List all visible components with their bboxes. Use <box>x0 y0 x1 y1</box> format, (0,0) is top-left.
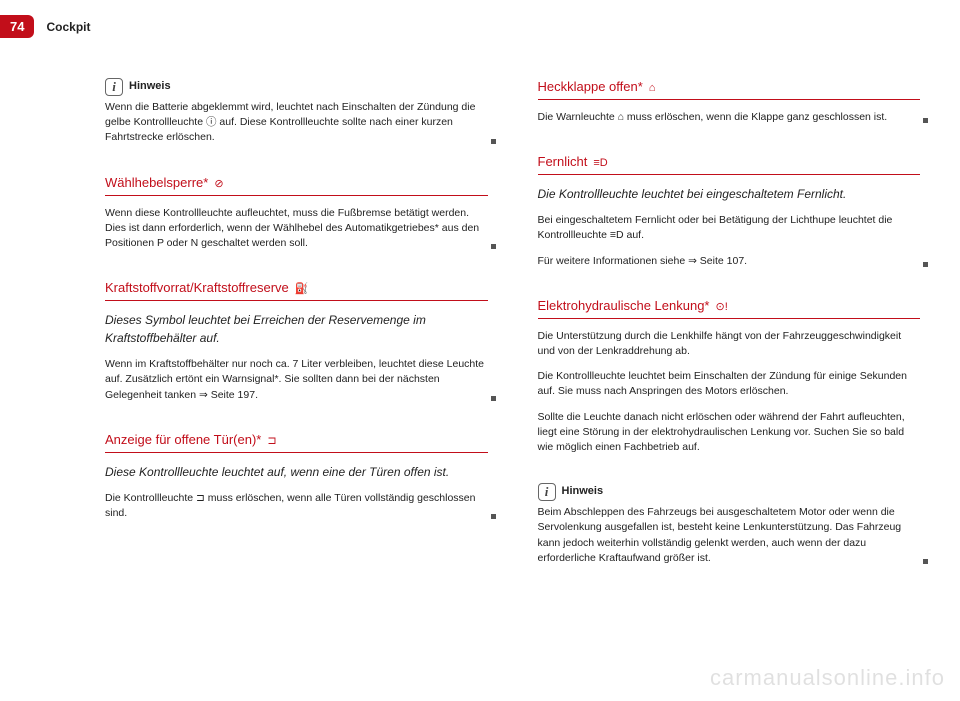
watermark: carmanualsonline.info <box>710 665 945 691</box>
section-subtitle: Diese Kontrollleuchte leuchtet auf, wenn… <box>105 463 488 481</box>
kraftstoff-section: Kraftstoffvorrat/Kraftstoffreserve ⛽ Die… <box>105 279 488 403</box>
section-body: Wenn diese Kontrollleuchte aufleuchtet, … <box>105 206 488 252</box>
hinweis-body: Wenn die Batterie abgeklemmt wird, leuch… <box>105 100 488 146</box>
hinweis-title: i Hinweis <box>538 483 921 501</box>
section-title: Fernlicht ≡D <box>538 153 921 175</box>
title-text: Heckklappe offen* <box>538 78 643 97</box>
section-end-icon <box>491 244 496 249</box>
section-title: Anzeige für offene Tür(en)* ⊐ <box>105 431 488 453</box>
breadcrumb: Cockpit <box>46 20 90 34</box>
hinweis-title: i Hinweis <box>105 78 488 96</box>
info-icon: i <box>538 483 556 501</box>
hinweis-body: Beim Abschleppen des Fahrzeugs bei ausge… <box>538 505 921 566</box>
section-title: Elektrohydraulische Lenkung* ⊙! <box>538 297 921 319</box>
page-header: 74 Cockpit <box>0 15 920 38</box>
section-title: Wählhebelsperre* ⊘ <box>105 174 488 196</box>
title-text: Anzeige für offene Tür(en)* <box>105 431 261 450</box>
section-body3: Sollte die Leuchte danach nicht erlösche… <box>538 410 921 456</box>
left-column: i Hinweis Wenn die Batterie abgeklemmt w… <box>105 78 488 594</box>
steering-icon: ⊙! <box>716 300 728 316</box>
section-body: Die Kontrollleuchte ⊐ muss erlöschen, we… <box>105 491 488 521</box>
waehlhebelsperre-section: Wählhebelsperre* ⊘ Wenn diese Kontrollle… <box>105 174 488 252</box>
section-end-icon <box>923 118 928 123</box>
right-column: Heckklappe offen* ⌂ Die Warnleuchte ⌂ mu… <box>538 78 921 594</box>
section-subtitle: Dieses Symbol leuchtet bei Erreichen der… <box>105 311 488 347</box>
info-icon: i <box>105 78 123 96</box>
brake-icon: ⊘ <box>214 177 223 193</box>
section-title: Heckklappe offen* ⌂ <box>538 78 921 100</box>
section-body: Bei eingeschaltetem Fernlicht oder bei B… <box>538 213 921 243</box>
tueren-section: Anzeige für offene Tür(en)* ⊐ Diese Kont… <box>105 431 488 521</box>
section-body2: Die Kontrollleuchte leuchtet beim Einsch… <box>538 369 921 399</box>
section-body: Die Unterstützung durch die Lenkhilfe hä… <box>538 329 921 359</box>
section-body: Die Warnleuchte ⌂ muss erlöschen, wenn d… <box>538 110 921 125</box>
section-body2: Für weitere Informationen siehe ⇒ Seite … <box>538 254 921 269</box>
hinweis-label: Hinweis <box>562 484 604 500</box>
title-text: Wählhebelsperre* <box>105 174 208 193</box>
section-subtitle: Die Kontrollleuchte leuchtet bei eingesc… <box>538 185 921 203</box>
page: 74 Cockpit i Hinweis Wenn die Batterie a… <box>0 15 960 594</box>
heckklappe-section: Heckklappe offen* ⌂ Die Warnleuchte ⌂ mu… <box>538 78 921 125</box>
section-end-icon <box>491 139 496 144</box>
fuel-icon: ⛽ <box>295 282 309 298</box>
page-number: 74 <box>0 15 34 38</box>
lenkung-section: Elektrohydraulische Lenkung* ⊙! Die Unte… <box>538 297 921 455</box>
section-end-icon <box>491 396 496 401</box>
highbeam-icon: ≡D <box>593 156 607 172</box>
title-text: Kraftstoffvorrat/Kraftstoffreserve <box>105 279 289 298</box>
door-icon: ⊐ <box>267 434 276 450</box>
section-body: Wenn im Kraftstoffbehälter nur noch ca. … <box>105 357 488 403</box>
content-columns: i Hinweis Wenn die Batterie abgeklemmt w… <box>0 78 920 594</box>
trunk-icon: ⌂ <box>649 81 656 97</box>
hinweis-section: i Hinweis Beim Abschleppen des Fahrzeugs… <box>538 483 921 566</box>
section-title: Kraftstoffvorrat/Kraftstoffreserve ⛽ <box>105 279 488 301</box>
fernlicht-section: Fernlicht ≡D Die Kontrollleuchte leuchte… <box>538 153 921 269</box>
section-end-icon <box>923 262 928 267</box>
section-end-icon <box>923 559 928 564</box>
hinweis-label: Hinweis <box>129 79 171 95</box>
title-text: Fernlicht <box>538 153 588 172</box>
title-text: Elektrohydraulische Lenkung* <box>538 297 710 316</box>
section-end-icon <box>491 514 496 519</box>
hinweis-section: i Hinweis Wenn die Batterie abgeklemmt w… <box>105 78 488 146</box>
